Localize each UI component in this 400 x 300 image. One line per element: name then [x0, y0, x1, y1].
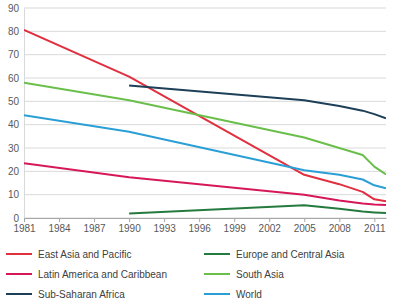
x-axis-line [25, 218, 387, 219]
legend-item: Europe and Central Asia [204, 249, 345, 260]
y-axis-line [24, 9, 25, 219]
legend-label: South Asia [236, 269, 284, 280]
y-tick: 50 [8, 96, 24, 107]
x-tick: 1981 [13, 218, 36, 234]
x-tick-mark [304, 218, 305, 222]
y-tick: 80 [8, 26, 24, 37]
y-tick-label: 90 [8, 3, 20, 14]
series-line [24, 30, 386, 201]
y-tick-label: 40 [8, 119, 20, 130]
x-tick-mark [269, 218, 270, 222]
legend-swatch [204, 253, 230, 255]
legend-swatch [6, 293, 32, 295]
x-tick: 2011 [364, 218, 386, 234]
x-tick-label: 2002 [259, 223, 282, 234]
y-tick: 20 [8, 166, 24, 177]
x-tick-mark [94, 218, 95, 222]
y-tick-label: 30 [8, 143, 20, 154]
x-tick-label: 2005 [294, 223, 317, 234]
x-tick: 1993 [154, 218, 177, 234]
lines [24, 30, 386, 214]
x-axis: 1981 1984 1987 1990 1993 1996 1999 2002 2005 2008… [13, 218, 386, 234]
grid-line [24, 218, 386, 219]
legend-swatch [204, 293, 230, 295]
x-tick-label: 1984 [48, 223, 71, 234]
grid-line [24, 31, 386, 32]
y-tick-label: 60 [8, 73, 20, 84]
legend-item: Latin America and Caribbean [6, 269, 167, 280]
y-tick: 60 [8, 73, 24, 84]
x-tick-mark [24, 218, 25, 222]
grid-line [24, 101, 386, 102]
x-tick-label: 2011 [364, 223, 386, 234]
legend-label: World [236, 289, 262, 300]
series-line [129, 205, 386, 213]
x-tick-label: 1999 [224, 223, 247, 234]
plot: 0102030405060708090198119841987199019931… [8, 3, 387, 234]
x-tick: 1987 [83, 218, 106, 234]
y-tick: 70 [8, 49, 24, 60]
y-axis: 0 10 20 30 40 50 60 70 80 90 [8, 3, 25, 224]
x-tick-mark [234, 218, 235, 222]
y-tick: 10 [8, 189, 24, 200]
legend-item: World [204, 289, 262, 300]
x-tick: 2002 [259, 218, 282, 234]
x-tick: 1999 [224, 218, 247, 234]
x-tick-mark [199, 218, 200, 222]
x-tick-label: 1993 [154, 223, 177, 234]
legend-label: Sub-Saharan Africa [38, 289, 125, 300]
x-tick-mark [164, 218, 165, 222]
grid-line [24, 78, 386, 79]
legend-label: Latin America and Caribbean [38, 269, 167, 280]
y-tick-label: 70 [8, 49, 20, 60]
x-tick: 2008 [329, 218, 352, 234]
x-tick: 1996 [189, 218, 212, 234]
legend-item: Sub-Saharan Africa [6, 289, 125, 300]
x-tick-label: 1990 [118, 223, 141, 234]
x-tick-label: 1996 [189, 223, 212, 234]
grid-line [24, 194, 386, 195]
y-tick: 90 [8, 3, 24, 14]
legend-item: South Asia [204, 269, 284, 280]
legend: East Asia and Pacific Europe and Central … [6, 249, 345, 300]
y-tick-label: 50 [8, 96, 20, 107]
legend-swatch [6, 253, 32, 255]
y-tick: 40 [8, 119, 24, 130]
grid [24, 8, 386, 218]
legend-swatch [6, 273, 32, 275]
x-tick-mark [374, 218, 375, 222]
legend-swatch [204, 273, 230, 275]
y-tick-label: 80 [8, 26, 20, 37]
y-tick-label: 20 [8, 166, 20, 177]
x-tick: 2005 [294, 218, 317, 234]
series-line [129, 85, 386, 118]
x-tick-mark [59, 218, 60, 222]
series-line [24, 83, 386, 175]
y-tick: 30 [8, 143, 24, 154]
x-tick-mark [339, 218, 340, 222]
series-line [24, 115, 386, 188]
y-tick: 0 [13, 213, 24, 224]
y-tick-label: 10 [8, 189, 20, 200]
x-tick-label: 1981 [13, 223, 36, 234]
x-tick-mark [129, 218, 130, 222]
grid-line [24, 8, 386, 9]
series-line [24, 163, 386, 205]
x-tick: 1984 [48, 218, 71, 234]
x-tick: 1990 [118, 218, 141, 234]
legend-label: Europe and Central Asia [236, 249, 345, 260]
legend-label: East Asia and Pacific [38, 249, 131, 260]
y-tick-label: 0 [13, 213, 19, 224]
legend-item: East Asia and Pacific [6, 249, 131, 260]
chart: 0102030405060708090198119841987199019931… [0, 0, 400, 300]
x-tick-label: 1987 [83, 223, 106, 234]
x-tick-label: 2008 [329, 223, 352, 234]
